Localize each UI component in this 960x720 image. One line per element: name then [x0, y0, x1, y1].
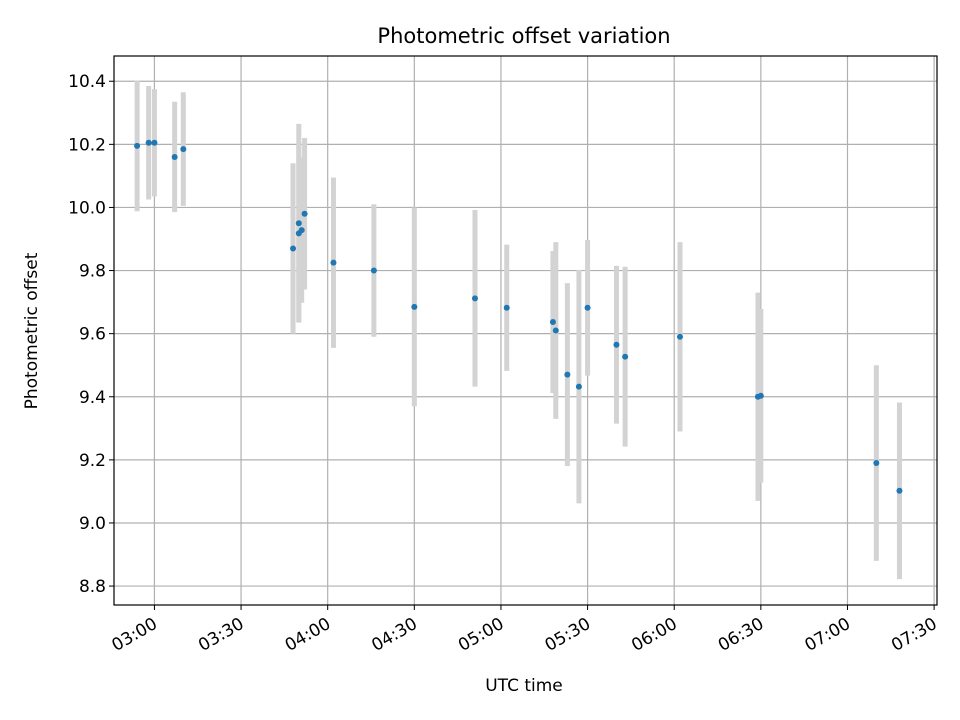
- data-point: [503, 304, 510, 311]
- x-axis-label: UTC time: [485, 676, 563, 696]
- data-point: [330, 259, 337, 266]
- data-point: [411, 303, 418, 310]
- data-point: [757, 392, 764, 399]
- data-point: [613, 341, 620, 348]
- data-point: [290, 245, 297, 252]
- y-tick-label: 8.8: [79, 577, 106, 597]
- data-point: [622, 353, 629, 360]
- data-point: [564, 371, 571, 378]
- data-points: [134, 139, 903, 494]
- plot-frame: [113, 55, 938, 606]
- data-point: [896, 487, 903, 494]
- chart-title: Photometric offset variation: [377, 24, 670, 48]
- y-tick-label: 9.6: [79, 325, 106, 345]
- data-point: [549, 318, 556, 325]
- data-point: [873, 460, 880, 467]
- data-point: [134, 142, 141, 149]
- data-point: [471, 295, 478, 302]
- y-axis-label: Photometric offset: [22, 252, 42, 409]
- grid: [114, 56, 937, 605]
- data-point: [171, 153, 178, 160]
- data-point: [145, 139, 152, 146]
- y-tick-label: 10.4: [68, 72, 106, 92]
- data-point: [298, 227, 305, 234]
- data-point: [552, 327, 559, 334]
- y-tick-label: 9.4: [79, 388, 106, 408]
- data-point: [584, 304, 591, 311]
- data-point: [301, 210, 308, 217]
- y-axis: 8.8 9.0 9.2 9.4 9.6 9.8 10.0 10.2 10.4: [68, 72, 114, 597]
- data-point: [151, 139, 158, 146]
- y-tick-label: 9.0: [79, 514, 106, 534]
- data-point: [295, 220, 302, 227]
- y-tick-label: 10.0: [68, 198, 106, 218]
- y-tick-label: 10.2: [68, 135, 106, 155]
- y-tick-label: 9.2: [79, 451, 106, 471]
- data-point: [370, 267, 377, 274]
- data-point: [575, 383, 582, 390]
- y-tick-label: 9.8: [79, 262, 106, 282]
- data-point: [180, 146, 187, 153]
- data-point: [676, 333, 683, 340]
